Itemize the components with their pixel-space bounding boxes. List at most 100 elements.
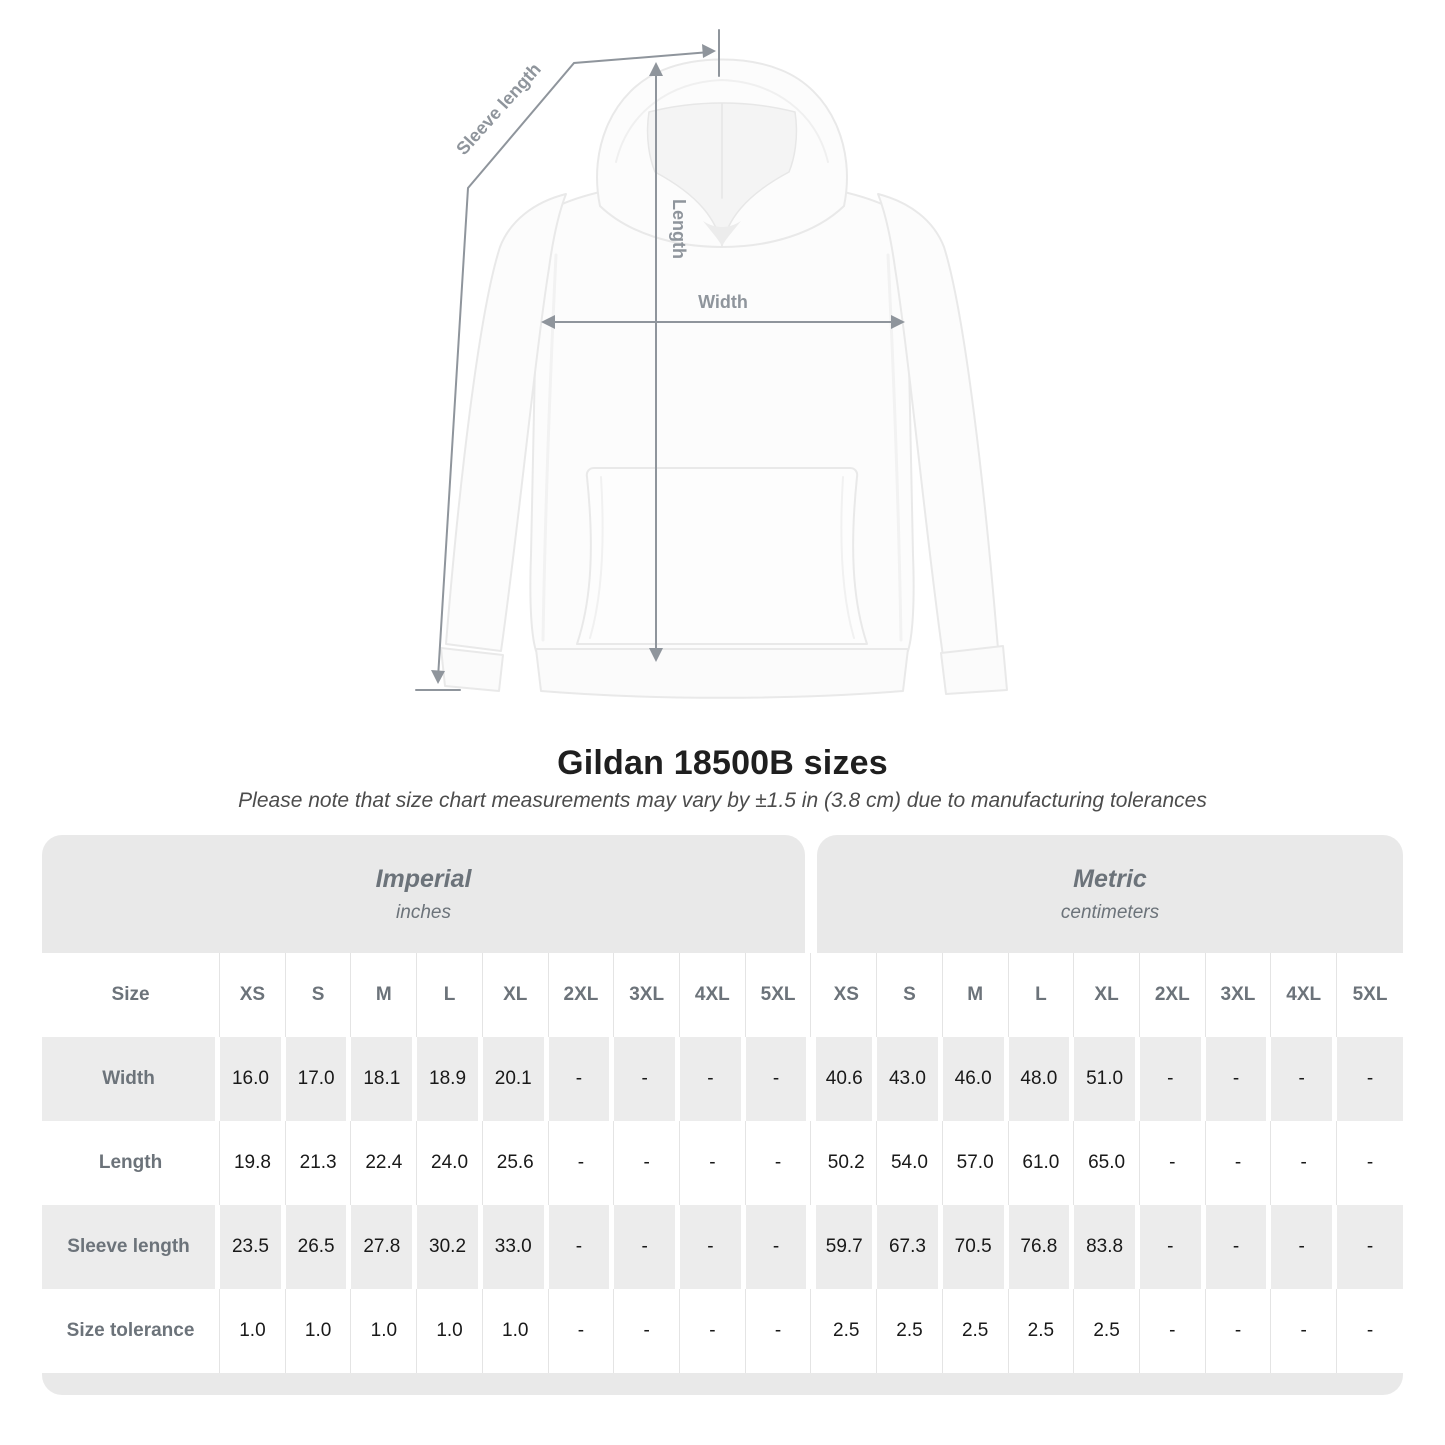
hoodie-shading: [541, 253, 903, 642]
cell-size-tolerance-metric-5xl: -: [1337, 1289, 1403, 1373]
size-chart: Imperial inches Metric centimeters Size …: [42, 835, 1403, 1395]
cell-length-metric-4xl: -: [1271, 1121, 1338, 1205]
cell-sleeve-length-imperial-2xl: -: [548, 1205, 615, 1289]
cell-width-imperial-5xl: -: [745, 1037, 812, 1121]
cell-sleeve-length-imperial-xs: 23.5: [220, 1205, 286, 1289]
cell-size-tolerance-imperial-xl: 1.0: [482, 1289, 549, 1373]
size-header-imperial-l: L: [417, 953, 483, 1037]
sleeve-arrowhead-right: [702, 44, 716, 58]
cell-length-imperial-5xl: -: [745, 1121, 812, 1205]
cell-length-metric-l: 61.0: [1008, 1121, 1075, 1205]
cell-sleeve-length-imperial-s: 26.5: [285, 1205, 352, 1289]
size-header-metric-xl: XL: [1074, 953, 1140, 1037]
cell-length-imperial-xl: 25.6: [482, 1121, 549, 1205]
tolerance-note: Please note that size chart measurements…: [238, 789, 1207, 812]
cell-length-imperial-l: 24.0: [417, 1121, 483, 1205]
cell-size-tolerance-metric-xl: 2.5: [1074, 1289, 1140, 1373]
table-row-size-tolerance: Size tolerance 1.0 1.0 1.0 1.0 1.0- - - -2.5 2.5 2…: [42, 1289, 1403, 1373]
size-header-metric-4xl: 4XL: [1271, 953, 1338, 1037]
hoodie-hood-shadow: [703, 221, 741, 246]
cell-sleeve-length-imperial-m: 27.8: [351, 1205, 418, 1289]
row-label-length: Length: [42, 1121, 221, 1205]
sleeve-length-label: Sleeve length: [452, 59, 545, 159]
cell-width-metric-l: 48.0: [1008, 1037, 1075, 1121]
hoodie-illustration: [440, 58, 1008, 699]
cell-size-tolerance-metric-2xl: -: [1139, 1289, 1206, 1373]
cell-length-metric-m: 57.0: [942, 1121, 1009, 1205]
hoodie-size-diagram: Sleeve length Length Width: [415, 29, 1008, 699]
row-label-width: Width: [42, 1037, 221, 1121]
size-header-metric-l: L: [1008, 953, 1075, 1037]
cell-width-imperial-l: 18.9: [417, 1037, 483, 1121]
cell-size-tolerance-imperial-3xl: -: [614, 1289, 680, 1373]
cell-size-tolerance-imperial-4xl: -: [680, 1289, 746, 1373]
hoodie-hem-band: [535, 648, 909, 699]
cell-length-metric-2xl: -: [1139, 1121, 1206, 1205]
cell-size-tolerance-metric-s: 2.5: [877, 1289, 943, 1373]
cell-size-tolerance-imperial-s: 1.0: [285, 1289, 352, 1373]
cell-width-metric-4xl: -: [1271, 1037, 1338, 1121]
cell-length-imperial-3xl: -: [614, 1121, 680, 1205]
hoodie-pocket: [576, 467, 868, 645]
cell-width-imperial-s: 17.0: [285, 1037, 352, 1121]
size-table: Size XS S M L XL 2XL 3XL 4XL 5XL XS S M L XL 2XL 3XL 4XL…: [42, 953, 1403, 1373]
cell-size-tolerance-metric-3xl: -: [1205, 1289, 1272, 1373]
size-header-metric-3xl: 3XL: [1205, 953, 1272, 1037]
cell-size-tolerance-imperial-2xl: -: [548, 1289, 615, 1373]
unit-header: Imperial inches Metric centimeters: [42, 835, 1403, 953]
cell-sleeve-length-imperial-5xl: -: [745, 1205, 812, 1289]
size-header-imperial-5xl: 5XL: [745, 953, 812, 1037]
imperial-unit: inches: [396, 901, 451, 923]
imperial-header: Imperial inches: [42, 835, 805, 953]
cell-sleeve-length-metric-xl: 83.8: [1074, 1205, 1140, 1289]
cell-sleeve-length-metric-4xl: -: [1271, 1205, 1338, 1289]
size-table-body: Width 16.0 17.0 18.1 18.9 20.1- - - -40.6 43.0 46.…: [42, 1037, 1403, 1373]
cell-width-imperial-3xl: -: [614, 1037, 680, 1121]
measurement-arrowheads: [431, 44, 905, 684]
sleeve-arrowhead-down: [431, 670, 445, 684]
width-arrowhead-right: [891, 315, 905, 329]
hoodie-hood-roll-edge: [615, 79, 829, 163]
cell-sleeve-length-metric-s: 67.3: [877, 1205, 943, 1289]
cell-sleeve-length-imperial-xl: 33.0: [482, 1205, 549, 1289]
width-arrowhead-left: [541, 315, 555, 329]
cell-width-metric-s: 43.0: [877, 1037, 943, 1121]
table-row-sleeve-length: Sleeve length 23.5 26.5 27.8 30.2 33.0- - - -59.…: [42, 1205, 1403, 1289]
size-header-imperial-xl: XL: [482, 953, 549, 1037]
length-arrowhead-up: [649, 62, 663, 76]
cell-sleeve-length-imperial-3xl: -: [614, 1205, 680, 1289]
cell-length-metric-3xl: -: [1205, 1121, 1272, 1205]
cell-length-metric-s: 54.0: [877, 1121, 943, 1205]
size-header-metric-2xl: 2XL: [1139, 953, 1206, 1037]
cell-size-tolerance-metric-m: 2.5: [942, 1289, 1009, 1373]
cell-sleeve-length-metric-xs: 59.7: [811, 1205, 878, 1289]
size-header-metric-5xl: 5XL: [1337, 953, 1403, 1037]
table-footer: [42, 1373, 1403, 1395]
size-header-imperial-3xl: 3XL: [614, 953, 680, 1037]
size-header-metric-xs: XS: [811, 953, 878, 1037]
metric-unit: centimeters: [1060, 901, 1160, 923]
hoodie-left-sleeve: [445, 193, 567, 652]
hoodie-pocket-stitch: [589, 476, 855, 639]
cell-sleeve-length-metric-l: 76.8: [1008, 1205, 1075, 1289]
cell-size-tolerance-metric-4xl: -: [1271, 1289, 1338, 1373]
cell-length-metric-xs: 50.2: [811, 1121, 878, 1205]
metric-header: Metric centimeters: [817, 835, 1403, 953]
size-header-imperial-2xl: 2XL: [548, 953, 615, 1037]
cell-size-tolerance-metric-l: 2.5: [1008, 1289, 1075, 1373]
width-label: Width: [698, 292, 748, 312]
cell-length-imperial-xs: 19.8: [220, 1121, 286, 1205]
cell-length-imperial-s: 21.3: [285, 1121, 352, 1205]
cell-sleeve-length-metric-3xl: -: [1205, 1205, 1272, 1289]
cell-length-metric-5xl: -: [1337, 1121, 1403, 1205]
cell-length-imperial-2xl: -: [548, 1121, 615, 1205]
length-label: Length: [669, 199, 689, 259]
metric-title: Metric: [1073, 864, 1147, 893]
sleeve-length-line: [437, 51, 711, 679]
cell-width-metric-2xl: -: [1139, 1037, 1206, 1121]
size-header-imperial-m: M: [351, 953, 418, 1037]
size-header-imperial-s: S: [285, 953, 352, 1037]
cell-width-imperial-m: 18.1: [351, 1037, 418, 1121]
hoodie-left-cuff: [440, 647, 504, 692]
